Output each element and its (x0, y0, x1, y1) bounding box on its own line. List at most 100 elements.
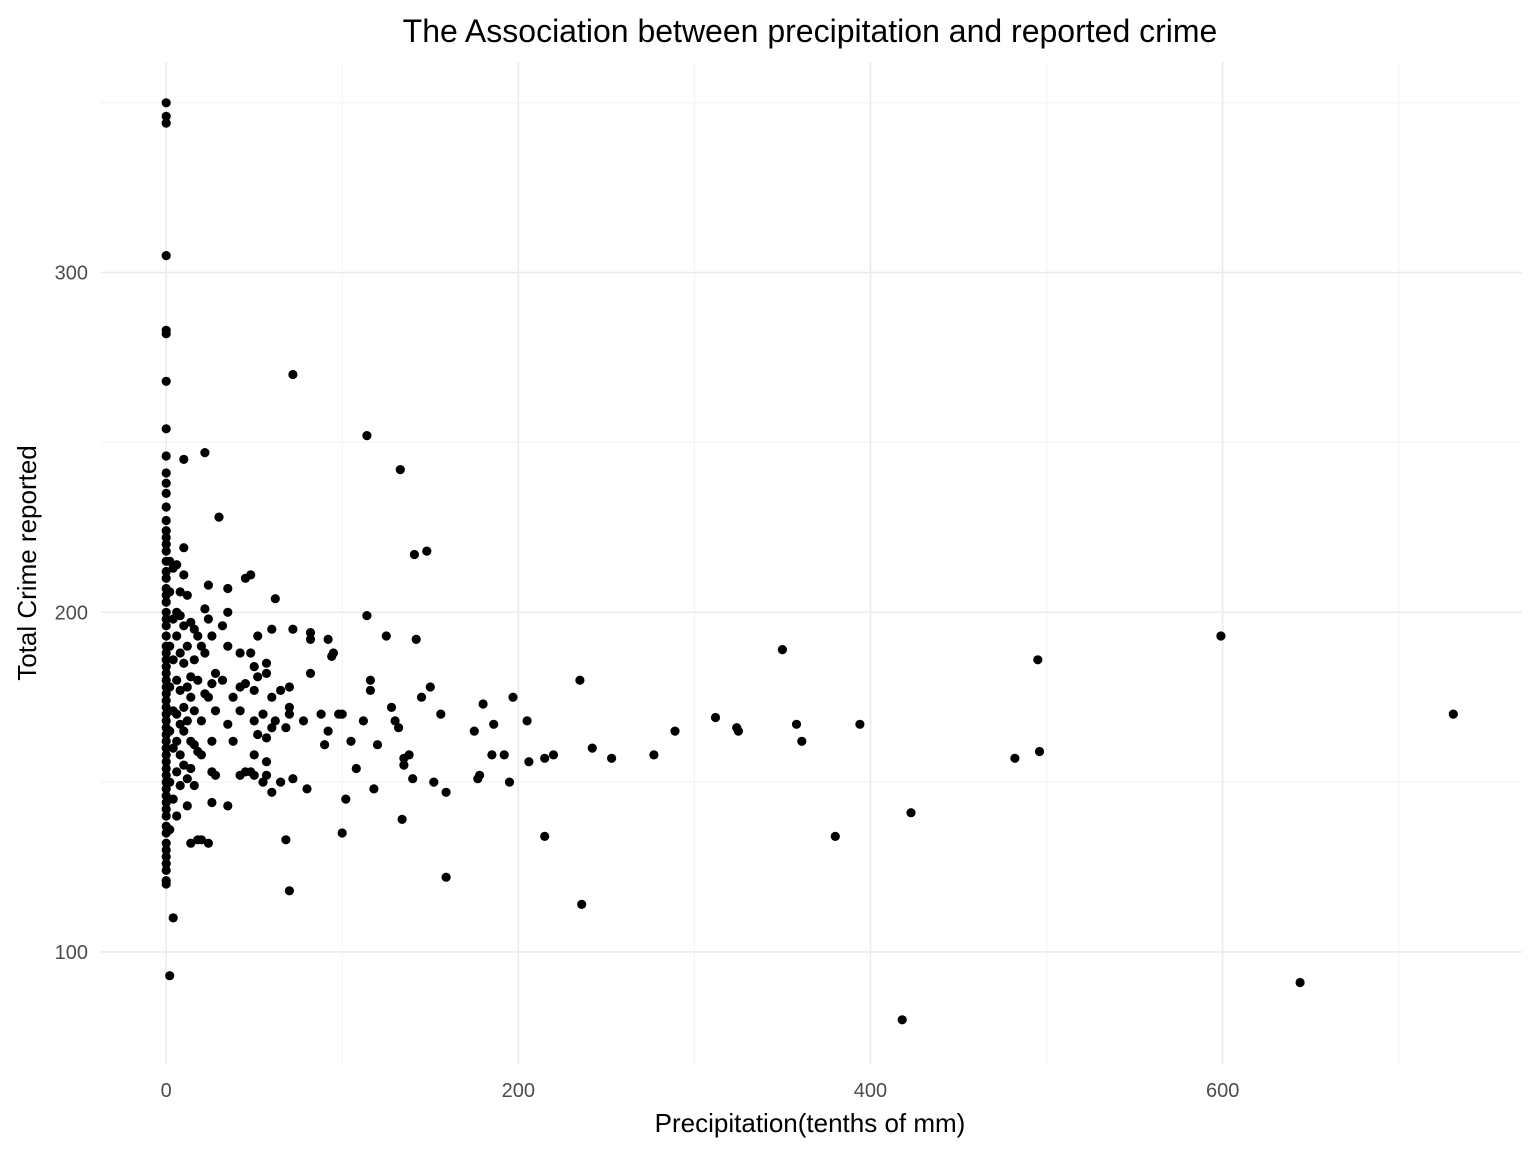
data-point (165, 587, 175, 597)
data-point (193, 675, 203, 685)
data-point (207, 679, 217, 689)
data-point (161, 631, 171, 641)
data-point (246, 648, 256, 658)
data-point (161, 597, 171, 607)
data-point (161, 689, 171, 699)
data-point (422, 546, 432, 556)
data-point (186, 672, 196, 682)
data-point (897, 1015, 907, 1025)
data-point (540, 753, 550, 763)
data-point (203, 838, 213, 848)
data-point (261, 668, 272, 679)
data-point (288, 369, 298, 380)
data-point (575, 675, 585, 685)
data-point (210, 770, 221, 780)
data-point (478, 699, 488, 709)
gridlines (101, 62, 1522, 1064)
data-point (404, 750, 414, 760)
y-tick-label: 200 (55, 602, 88, 624)
chart-title: The Association between precipitation an… (403, 13, 1218, 49)
data-point (179, 570, 189, 580)
data-point (797, 736, 807, 746)
data-point (830, 831, 840, 842)
data-point (369, 784, 379, 794)
data-point (362, 611, 372, 621)
data-point (161, 675, 171, 685)
data-point (305, 668, 316, 679)
data-point (179, 726, 189, 736)
data-point (855, 719, 865, 729)
data-point (196, 835, 206, 845)
data-point (207, 736, 217, 746)
data-point (540, 831, 550, 842)
data-point (441, 872, 451, 882)
data-point (228, 736, 238, 746)
data-point (261, 757, 272, 767)
data-point (284, 682, 294, 692)
data-point (587, 743, 597, 753)
data-point (165, 825, 175, 835)
data-point (214, 512, 224, 522)
data-point (397, 814, 407, 825)
data-point (168, 743, 178, 753)
data-point (372, 740, 383, 750)
data-point (172, 675, 182, 685)
data-point (165, 726, 175, 736)
data-point (323, 634, 333, 645)
data-point (577, 899, 587, 910)
data-point (172, 709, 182, 719)
data-point (182, 801, 192, 811)
data-point (249, 685, 259, 696)
data-point (161, 763, 171, 774)
data-point (161, 468, 171, 478)
data-point (207, 631, 217, 641)
data-point (189, 706, 199, 716)
data-point (175, 719, 185, 729)
data-point (733, 726, 744, 736)
x-tick-label: 200 (502, 1080, 535, 1102)
data-point (161, 502, 171, 512)
data-point (172, 560, 182, 570)
data-point (196, 641, 206, 651)
data-point (165, 641, 175, 651)
data-point (223, 607, 233, 617)
data-point (223, 801, 233, 811)
data-point (203, 614, 213, 624)
data-point (161, 251, 171, 261)
data-point (425, 682, 435, 692)
data-point (223, 583, 233, 594)
data-point (1033, 655, 1043, 665)
data-point (165, 777, 175, 787)
data-point (161, 852, 171, 862)
data-point (161, 750, 171, 760)
data-point (288, 624, 298, 634)
data-point (284, 709, 294, 719)
data-point (172, 631, 182, 641)
data-point (161, 111, 171, 121)
data-point (161, 879, 171, 889)
data-point (409, 549, 419, 560)
data-point (175, 780, 185, 791)
data-point (328, 648, 338, 658)
data-point (161, 736, 171, 746)
x-axis-title: Precipitation(tenths of mm) (655, 1108, 966, 1138)
data-point (182, 641, 192, 651)
data-point (175, 587, 185, 597)
data-point (649, 750, 659, 760)
data-point (161, 811, 171, 821)
data-point (1295, 977, 1305, 988)
data-point (161, 709, 171, 719)
data-point (186, 838, 196, 848)
data-point (281, 723, 291, 733)
data-point (305, 634, 316, 645)
y-tick-label: 300 (55, 263, 88, 285)
data-point (161, 478, 171, 488)
data-point (207, 797, 217, 808)
data-points (161, 98, 1458, 1025)
data-point (395, 465, 405, 475)
data-point (161, 488, 171, 498)
data-point (203, 692, 213, 702)
data-point (337, 709, 347, 719)
data-point (189, 740, 199, 750)
data-point (161, 118, 171, 128)
